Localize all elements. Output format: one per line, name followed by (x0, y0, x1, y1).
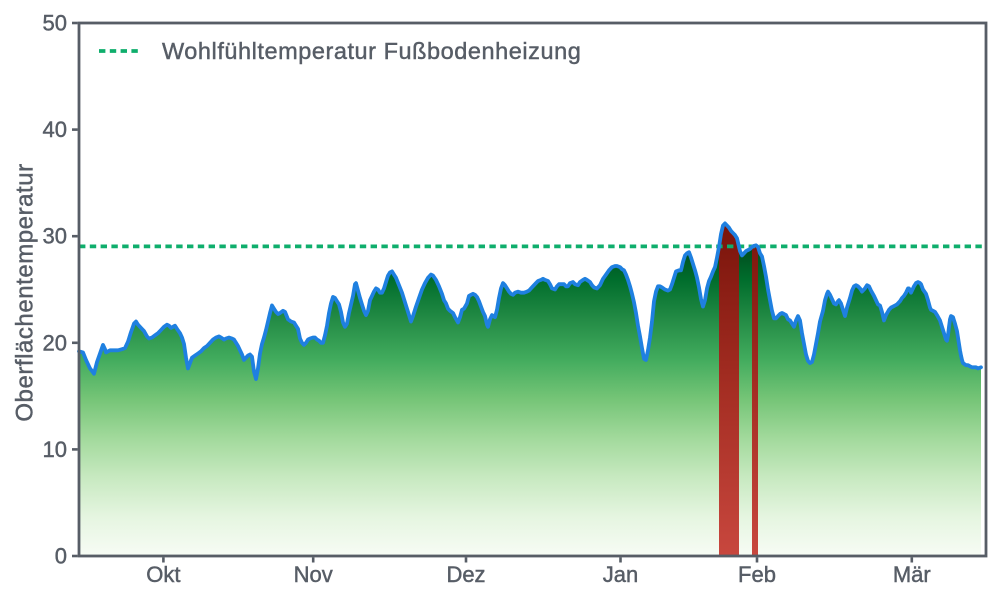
svg-text:20: 20 (43, 330, 67, 355)
svg-text:Okt: Okt (146, 562, 180, 587)
svg-text:Oberflächentemperatur: Oberflächentemperatur (12, 163, 39, 421)
svg-text:Jan: Jan (603, 562, 638, 587)
svg-text:Dez: Dez (446, 562, 485, 587)
svg-text:Nov: Nov (294, 562, 333, 587)
svg-text:Wohlfühltemperatur Fußbodenhei: Wohlfühltemperatur Fußbodenheizung (162, 38, 581, 64)
svg-text:0: 0 (55, 544, 67, 569)
svg-text:Feb: Feb (738, 562, 776, 587)
svg-text:10: 10 (43, 437, 67, 462)
svg-text:50: 50 (43, 11, 67, 36)
svg-text:30: 30 (43, 224, 67, 249)
svg-text:Mär: Mär (893, 562, 931, 587)
svg-text:40: 40 (43, 117, 67, 142)
